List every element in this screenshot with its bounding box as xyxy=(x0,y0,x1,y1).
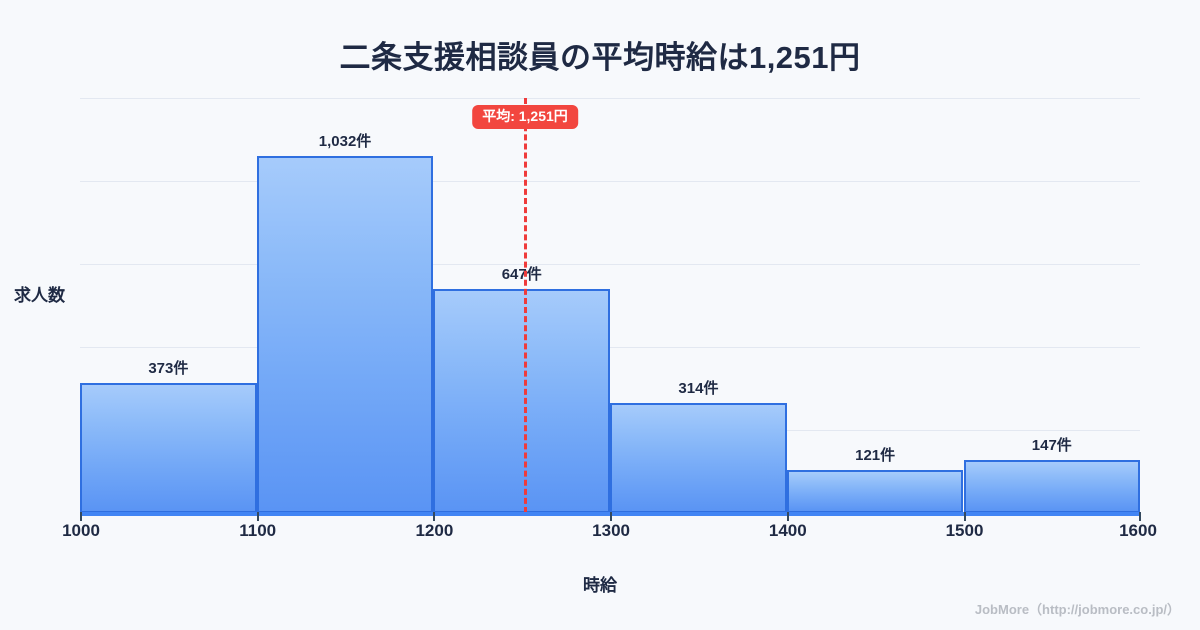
x-axis-tick xyxy=(1139,512,1141,521)
x-axis-tick xyxy=(963,512,966,521)
bar-value-label: 373件 xyxy=(148,360,189,377)
x-axis-title: 時給 xyxy=(583,576,617,595)
gridline xyxy=(80,98,1140,99)
bar-value-label: 647件 xyxy=(501,266,542,283)
plot-area: 373件 1,032件 647件 314件 121件 147件 xyxy=(80,98,1141,513)
gridline xyxy=(80,181,1140,182)
x-axis-tick-label: 1100 xyxy=(239,521,277,540)
footer-credit: JobMore（http://jobmore.co.jp/） xyxy=(974,602,1180,617)
x-axis-tick-label: 1400 xyxy=(768,521,807,540)
mean-line xyxy=(523,98,527,513)
histogram-bar[interactable] xyxy=(963,460,1141,513)
x-axis-tick-label: 1300 xyxy=(592,521,631,540)
mean-badge: 平均: 1,251円 xyxy=(472,105,578,130)
histogram-bar[interactable] xyxy=(786,470,964,513)
bar-value-label: 147件 xyxy=(1031,437,1072,454)
x-axis-tick xyxy=(786,512,789,521)
x-axis-tick xyxy=(433,512,436,521)
x-axis-tick xyxy=(80,512,82,521)
x-axis xyxy=(80,512,1140,516)
x-axis-tick-label: 1000 xyxy=(62,521,100,540)
bar-value-label: 121件 xyxy=(855,447,896,464)
histogram-bar[interactable] xyxy=(433,289,611,513)
x-axis-tick-label: 1600 xyxy=(1119,521,1157,540)
x-axis-tick xyxy=(256,512,259,521)
histogram-bar[interactable] xyxy=(610,403,787,513)
histogram-bar[interactable] xyxy=(256,156,434,513)
y-axis-title: 求人数 xyxy=(14,286,65,305)
x-axis-tick-label: 1200 xyxy=(415,521,454,540)
gridline xyxy=(80,264,1140,265)
x-axis-tick-label: 1500 xyxy=(945,521,984,540)
x-axis-tick xyxy=(610,512,613,521)
chart-title: 二条支援相談員の平均時給は1,251円 xyxy=(339,40,861,75)
bar-value-label: 314件 xyxy=(678,380,719,397)
bar-value-label: 1,032件 xyxy=(318,133,372,150)
histogram-bar[interactable] xyxy=(80,383,257,513)
